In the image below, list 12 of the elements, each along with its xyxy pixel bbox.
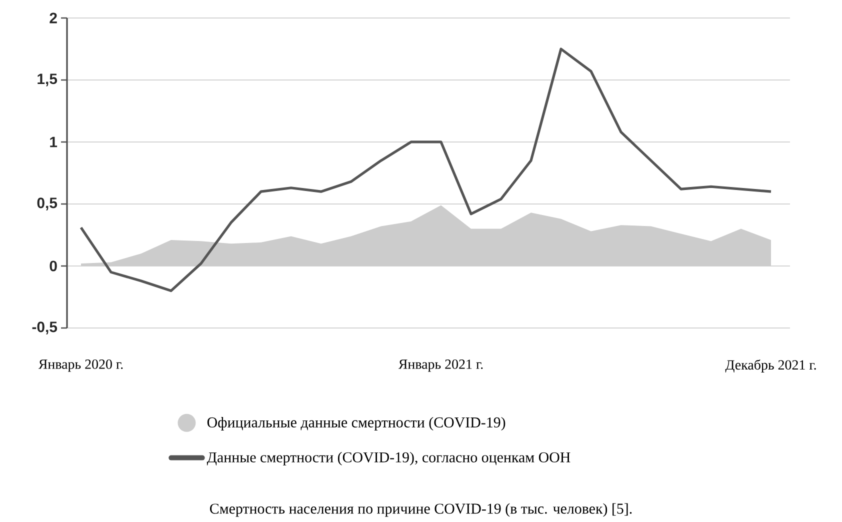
y-tick-label: -0,5 xyxy=(32,322,58,334)
text: Смертность населения по причине COVID-19 (в тыс. человек) [5]. xyxy=(210,503,632,517)
x-tick-label: Январь 2021 г. xyxy=(398,360,483,372)
legend-label: Официальные данные смертности (COVID-19) xyxy=(207,416,506,431)
legend-label: Данные смертности (COVID-19), согласно оценкам ООН xyxy=(206,452,570,466)
y-tick-label: 0 xyxy=(50,260,57,272)
y-tick-label: 1,5 xyxy=(38,74,58,86)
x-tick-label: Декабрь 2021 г. xyxy=(725,360,816,372)
x-tick-label: Январь 2020 г. xyxy=(38,360,123,372)
y-tick-label: 2 xyxy=(50,12,57,24)
y-tick-label: 1 xyxy=(50,136,58,148)
y-tick-label: 0,5 xyxy=(37,198,58,210)
